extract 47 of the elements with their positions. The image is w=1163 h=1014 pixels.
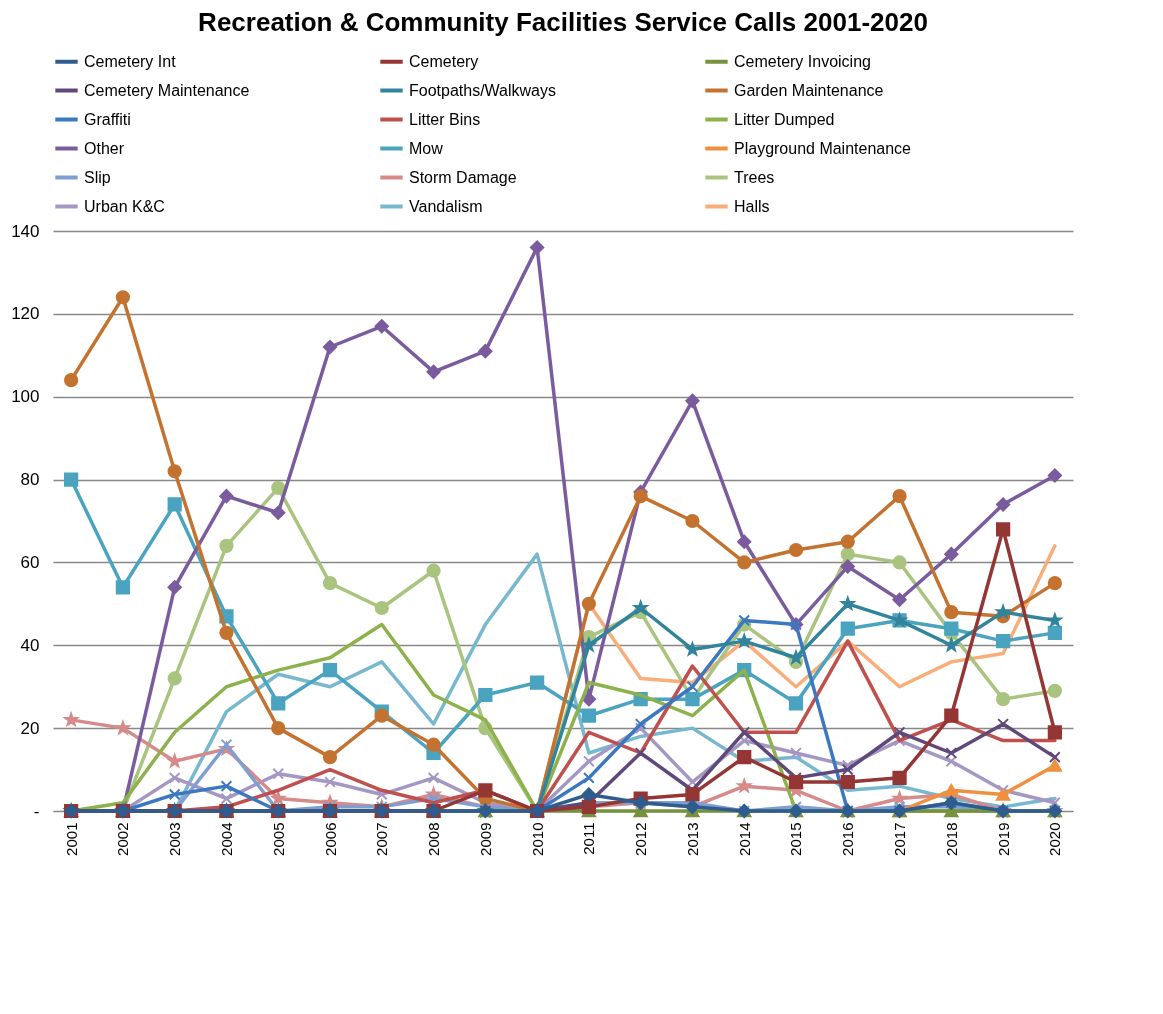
legend-label: Vandalism bbox=[409, 197, 483, 215]
legend-label: Cemetery Maintenance bbox=[84, 81, 250, 99]
x-tick-label: 2008 bbox=[425, 822, 443, 856]
y-tick-label: 60 bbox=[20, 552, 40, 572]
x-tick-label: 2009 bbox=[476, 822, 494, 856]
x-tick-label: 2017 bbox=[891, 822, 909, 856]
legend-label: Slip bbox=[84, 168, 111, 186]
legend-label: Other bbox=[84, 139, 125, 157]
legend-label: Litter Bins bbox=[409, 110, 481, 128]
legend-label: Urban K&C bbox=[84, 197, 165, 215]
legend-label: Playground Maintenance bbox=[734, 139, 912, 157]
y-tick-label: 120 bbox=[11, 304, 40, 324]
legend-label: Graffiti bbox=[84, 110, 131, 128]
legend-label: Cemetery Invoicing bbox=[734, 52, 871, 70]
x-tick-label: 2019 bbox=[994, 822, 1012, 856]
x-tick-label: 2020 bbox=[1046, 822, 1064, 856]
x-tick-label: 2001 bbox=[62, 822, 80, 856]
x-tick-label: 2014 bbox=[735, 822, 753, 856]
y-tick-label: 80 bbox=[20, 470, 40, 490]
x-tick-label: 2012 bbox=[632, 822, 650, 856]
legend-label: Trees bbox=[734, 168, 775, 186]
legend-label: Cemetery Int bbox=[84, 52, 177, 70]
x-tick-label: 2005 bbox=[269, 822, 287, 856]
y-tick-label: - bbox=[33, 801, 40, 821]
y-tick-label: 20 bbox=[20, 718, 40, 738]
x-tick-label: 2018 bbox=[942, 822, 960, 856]
x-tick-label: 2013 bbox=[683, 822, 701, 856]
x-tick-label: 2004 bbox=[217, 822, 235, 856]
x-tick-label: 2006 bbox=[321, 822, 339, 856]
y-tick-label: 140 bbox=[11, 221, 40, 241]
y-tick-label: 100 bbox=[11, 387, 40, 407]
legend-label: Storm Damage bbox=[409, 168, 517, 186]
x-tick-label: 2010 bbox=[528, 822, 546, 856]
y-tick-label: 40 bbox=[20, 635, 40, 655]
legend-label: Cemetery bbox=[409, 52, 479, 70]
legend-label: Garden Maintenance bbox=[734, 81, 884, 99]
x-tick-label: 2016 bbox=[839, 822, 857, 856]
legend-label: Footpaths/Walkways bbox=[409, 81, 557, 99]
legend-label: Halls bbox=[734, 197, 770, 215]
x-tick-label: 2007 bbox=[373, 822, 391, 856]
legend-label: Litter Dumped bbox=[734, 110, 835, 128]
chart-title: Recreation & Community Facilities Service Calls 2001-2020 bbox=[198, 7, 928, 37]
legend-label: Mow bbox=[409, 139, 444, 157]
x-tick-label: 2002 bbox=[114, 822, 132, 856]
x-tick-label: 2003 bbox=[166, 822, 184, 856]
x-tick-label: 2011 bbox=[580, 822, 598, 855]
x-tick-label: 2015 bbox=[787, 822, 805, 856]
